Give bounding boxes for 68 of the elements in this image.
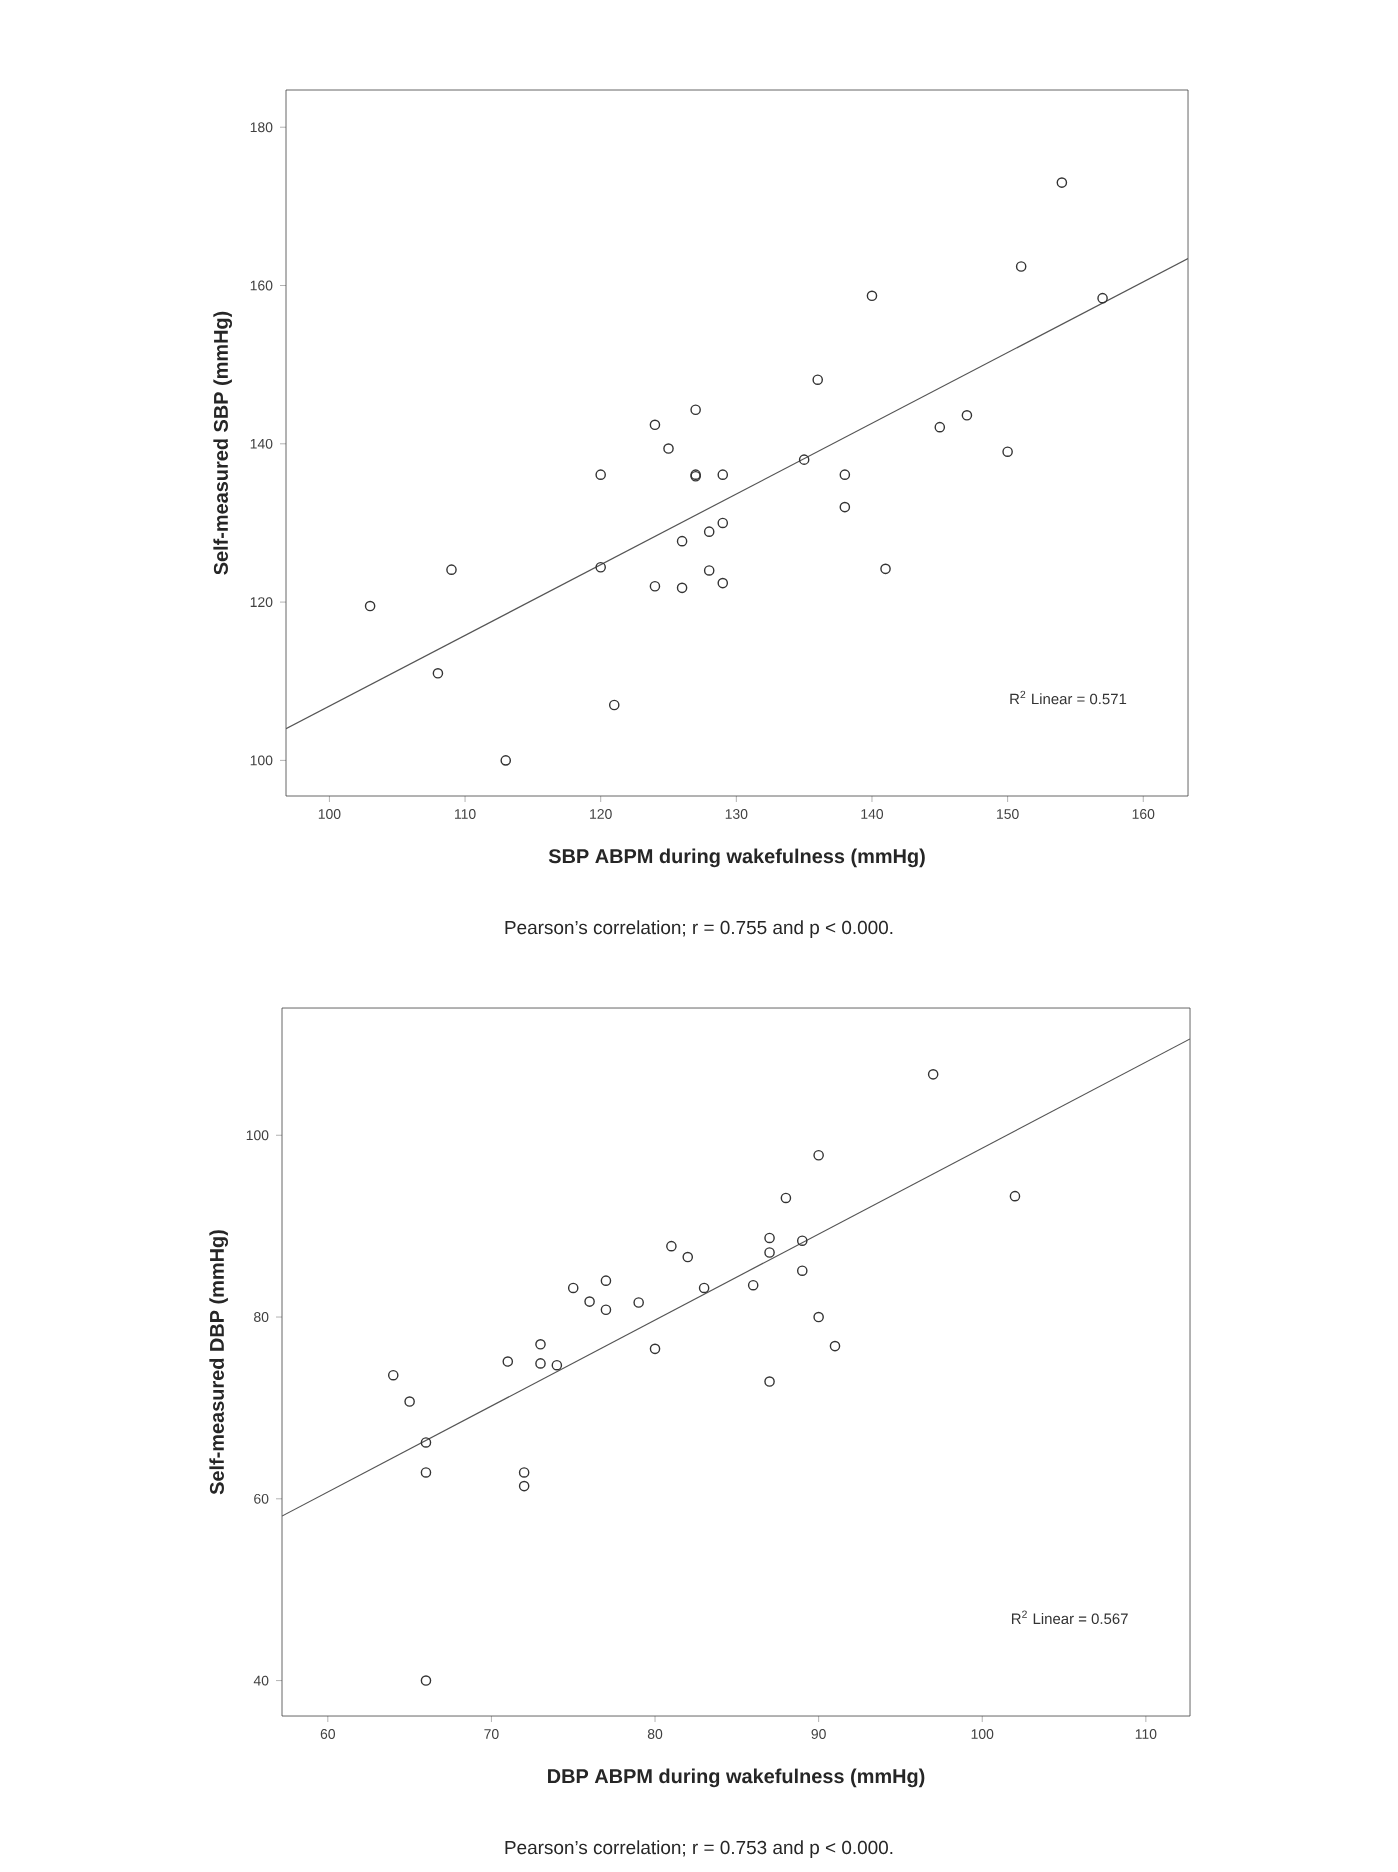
point — [812, 374, 824, 385]
point — [796, 1265, 808, 1276]
point — [682, 1251, 694, 1263]
point — [666, 1240, 677, 1252]
y-axis-title: Self-measured SBP (mmHg) — [213, 311, 233, 575]
point — [1002, 446, 1013, 457]
point — [813, 1149, 824, 1161]
point — [1056, 177, 1068, 188]
point — [927, 1069, 939, 1080]
point — [387, 1369, 399, 1381]
point — [764, 1247, 775, 1258]
point — [446, 564, 457, 575]
point — [551, 1359, 563, 1371]
point — [813, 1311, 824, 1323]
point — [663, 443, 674, 454]
point — [1015, 261, 1027, 272]
point — [880, 563, 891, 575]
point — [676, 535, 688, 547]
point — [703, 526, 715, 537]
point — [502, 1356, 514, 1367]
point — [717, 469, 729, 480]
point — [518, 1480, 530, 1492]
point — [1009, 1190, 1021, 1202]
point — [608, 699, 620, 711]
x-axis-title: SBP ABPM during wakefulness (mmHg) — [548, 848, 925, 868]
point — [649, 419, 661, 431]
point — [764, 1376, 775, 1387]
point — [595, 469, 606, 480]
text: Pearson’s correlation; r = 0.755 and p < 0.000. — [505, 920, 893, 938]
point — [404, 1396, 415, 1407]
point — [600, 1275, 612, 1286]
point — [764, 1232, 775, 1244]
point — [649, 1343, 661, 1355]
point — [839, 501, 851, 513]
point — [649, 580, 661, 592]
point — [934, 421, 946, 433]
point — [364, 600, 376, 612]
point — [703, 565, 715, 576]
point — [839, 469, 851, 480]
point — [600, 1304, 612, 1316]
point — [535, 1358, 546, 1369]
point — [698, 1282, 710, 1294]
point — [420, 1467, 432, 1478]
point — [676, 582, 688, 594]
point — [747, 1279, 759, 1291]
point — [780, 1192, 792, 1204]
point — [717, 577, 729, 589]
point — [420, 1437, 432, 1448]
point — [567, 1282, 579, 1294]
point — [829, 1340, 841, 1352]
point — [584, 1296, 595, 1307]
point — [796, 1235, 808, 1246]
point — [595, 561, 606, 573]
point — [500, 755, 512, 766]
point — [690, 404, 701, 416]
point — [798, 454, 810, 465]
x-axis-title: DBP ABPM during wakefulness (mmHg) — [548, 1768, 925, 1788]
point — [518, 1467, 530, 1478]
text: Pearson’s correlation; r = 0.753 and p < 0.000. — [505, 1840, 893, 1858]
point — [633, 1297, 644, 1308]
point — [420, 1675, 432, 1686]
point — [866, 290, 878, 302]
point — [717, 517, 729, 529]
y-axis-title: Self-measured DBP (mmHg) — [209, 1230, 229, 1495]
point — [535, 1339, 546, 1350]
point — [961, 410, 973, 421]
point — [432, 668, 444, 679]
point — [1097, 292, 1108, 304]
